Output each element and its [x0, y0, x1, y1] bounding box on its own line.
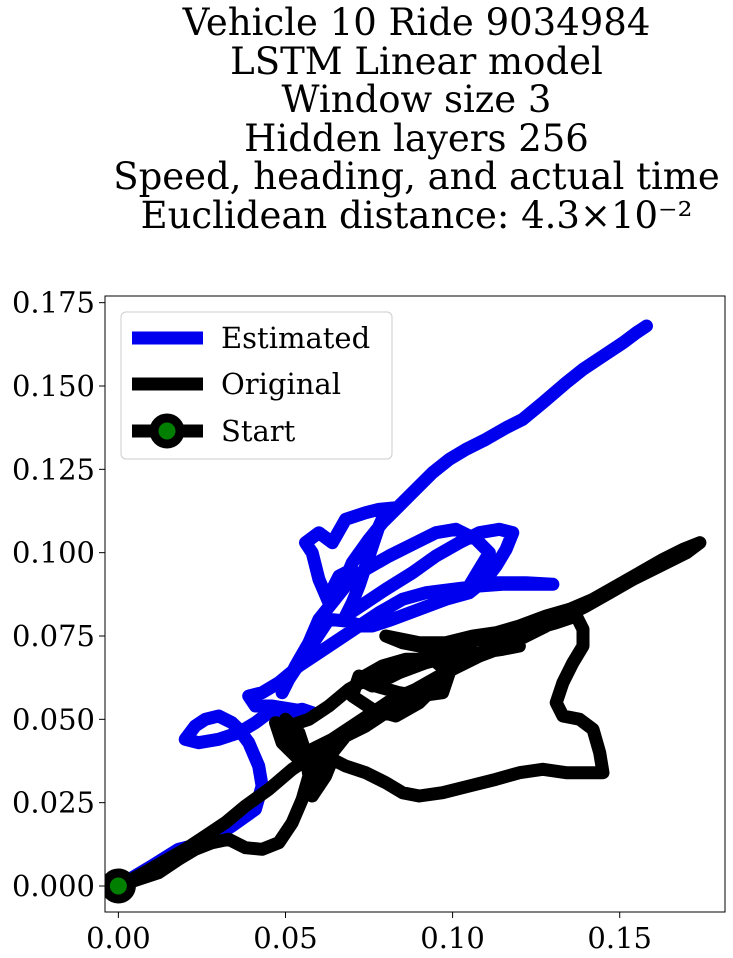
x-tick-label: 0.15 — [587, 921, 652, 955]
x-tick-label: 0.00 — [86, 921, 151, 955]
legend-start-marker — [149, 413, 185, 449]
title-line-2: LSTM Linear model — [230, 39, 603, 83]
y-tick-label: 0.150 — [12, 369, 95, 403]
legend-box — [120, 311, 393, 460]
y-tick-label: 0.050 — [12, 702, 95, 736]
series-line-estimated — [111, 319, 653, 893]
y-tick-label: 0.000 — [12, 869, 95, 903]
title-line-4: Hidden layers 256 — [244, 116, 589, 160]
legend-label-1: Estimated — [221, 321, 370, 355]
legend: Estimated Original Start — [120, 311, 393, 460]
x-tick-label: 0.10 — [420, 921, 485, 955]
x-axis: 0.00 0.05 0.10 0.15 — [86, 912, 652, 955]
legend-label-2: Original — [221, 367, 341, 401]
title-line-1: Vehicle 10 Ride 9034984 — [182, 1, 651, 44]
y-tick-label: 0.175 — [12, 286, 95, 320]
chart-title: Vehicle 10 Ride 9034984 LSTM Linear mode… — [0, 1, 733, 237]
y-tick-label: 0.100 — [12, 536, 95, 570]
y-tick-label: 0.075 — [12, 619, 95, 653]
y-tick-label: 0.125 — [12, 452, 95, 486]
title-line-6: Euclidean distance: 4.3×10⁻² — [140, 193, 693, 237]
title-line-3: Window size 3 — [281, 78, 552, 121]
axes-frame — [104, 295, 726, 913]
legend-label-3: Start — [221, 414, 296, 448]
series-line-original — [111, 536, 707, 893]
y-axis: 0.000 0.025 0.050 0.075 0.100 0.125 0.150 0.175 — [12, 286, 105, 903]
start-marker — [105, 868, 136, 904]
y-tick-label: 0.025 — [12, 786, 95, 820]
title-line-5: Speed, heading, and actual time — [113, 155, 720, 198]
x-tick-label: 0.05 — [253, 921, 318, 955]
